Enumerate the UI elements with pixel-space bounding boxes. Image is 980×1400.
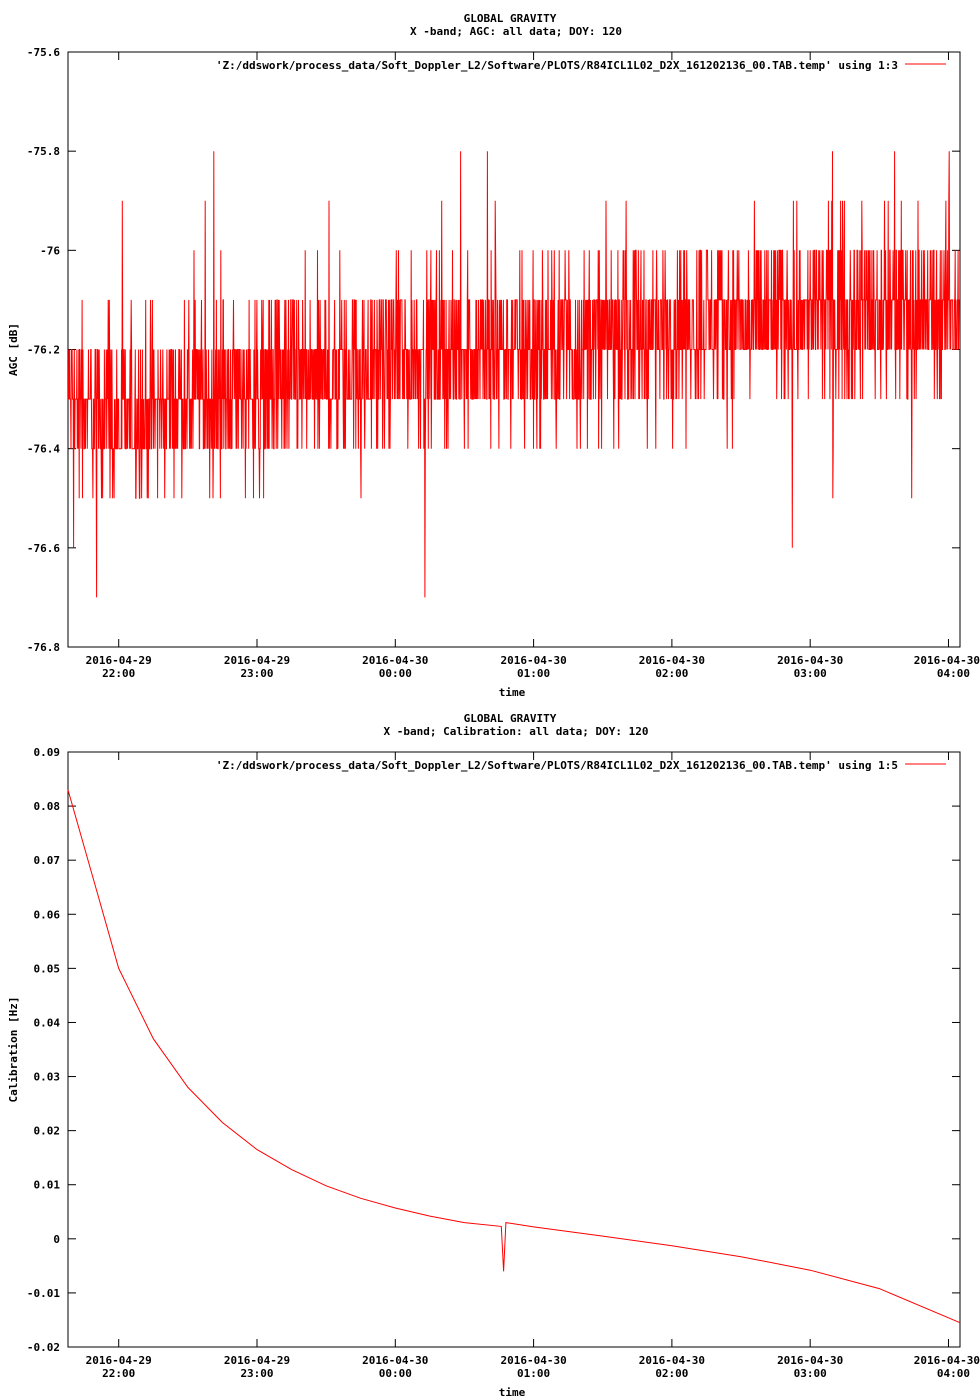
y-tick-label: 0.03	[34, 1071, 61, 1084]
y-tick-label: -0.02	[27, 1341, 60, 1354]
y-axis-label: Calibration [Hz]	[7, 997, 20, 1103]
y-tick-label: -76	[40, 244, 60, 257]
x-tick-label-date: 2016-04-30	[362, 654, 428, 667]
x-tick-label-date: 2016-04-29	[86, 1354, 152, 1367]
x-tick-label-time: 22:00	[102, 1367, 135, 1380]
x-tick-label-time: 00:00	[379, 667, 412, 680]
y-tick-label: -76.8	[27, 641, 60, 654]
y-tick-label: 0.08	[34, 800, 61, 813]
x-tick-label-date: 2016-04-30	[914, 1354, 980, 1367]
y-tick-label: -76.6	[27, 542, 60, 555]
y-tick-label: 0	[53, 1233, 60, 1246]
y-tick-label: -0.01	[27, 1287, 60, 1300]
x-tick-label-date: 2016-04-30	[914, 654, 980, 667]
series-line	[67, 789, 961, 1324]
x-tick-label-date: 2016-04-29	[224, 1354, 290, 1367]
y-tick-label: -76.4	[27, 443, 60, 456]
x-tick-label-date: 2016-04-29	[224, 654, 290, 667]
x-tick-label-date: 2016-04-30	[639, 1354, 705, 1367]
x-tick-label-time: 01:00	[517, 667, 550, 680]
chart-subtitle: X -band; Calibration: all data; DOY: 120	[384, 725, 649, 738]
x-tick-label-time: 22:00	[102, 667, 135, 680]
x-tick-label-time: 02:00	[655, 1367, 688, 1380]
y-axis-label: AGC [dB]	[7, 323, 20, 376]
y-tick-label: 0.09	[34, 746, 61, 759]
x-tick-label-date: 2016-04-29	[86, 654, 152, 667]
y-tick-label: 0.04	[34, 1016, 61, 1029]
x-tick-label-time: 00:00	[379, 1367, 412, 1380]
x-tick-label-time: 04:00	[937, 667, 970, 680]
y-tick-label: 0.05	[34, 962, 61, 975]
x-axis-label: time	[499, 686, 526, 699]
x-tick-label-date: 2016-04-30	[500, 654, 566, 667]
chart-title: GLOBAL GRAVITY	[464, 712, 557, 725]
x-tick-label-time: 23:00	[240, 1367, 273, 1380]
y-tick-label: 0.02	[34, 1125, 61, 1138]
chart-subtitle: X -band; AGC: all data; DOY: 120	[410, 25, 622, 38]
x-tick-label-time: 03:00	[794, 667, 827, 680]
y-tick-label: -75.6	[27, 46, 60, 59]
x-tick-label-time: 04:00	[937, 1367, 970, 1380]
y-tick-label: -76.2	[27, 344, 60, 357]
y-tick-label: 0.01	[34, 1179, 61, 1192]
legend-label: 'Z:/ddswork/process_data/Soft_Doppler_L2…	[216, 759, 898, 772]
x-tick-label-time: 01:00	[517, 1367, 550, 1380]
x-axis-label: time	[499, 1386, 526, 1399]
y-tick-label: 0.07	[34, 854, 61, 867]
plot-frame	[67, 751, 961, 1348]
x-tick-label-time: 03:00	[794, 1367, 827, 1380]
x-tick-label-time: 02:00	[655, 667, 688, 680]
y-tick-label: 0.06	[34, 908, 61, 921]
x-tick-label-date: 2016-04-30	[777, 1354, 843, 1367]
y-tick-label: -75.8	[27, 145, 60, 158]
series-line	[67, 151, 960, 598]
x-tick-label-date: 2016-04-30	[639, 654, 705, 667]
x-tick-label-date: 2016-04-30	[362, 1354, 428, 1367]
legend-label: 'Z:/ddswork/process_data/Soft_Doppler_L2…	[216, 59, 898, 72]
x-tick-label-date: 2016-04-30	[777, 654, 843, 667]
x-tick-label-time: 23:00	[240, 667, 273, 680]
chart-title: GLOBAL GRAVITY	[464, 12, 557, 25]
x-tick-label-date: 2016-04-30	[500, 1354, 566, 1367]
